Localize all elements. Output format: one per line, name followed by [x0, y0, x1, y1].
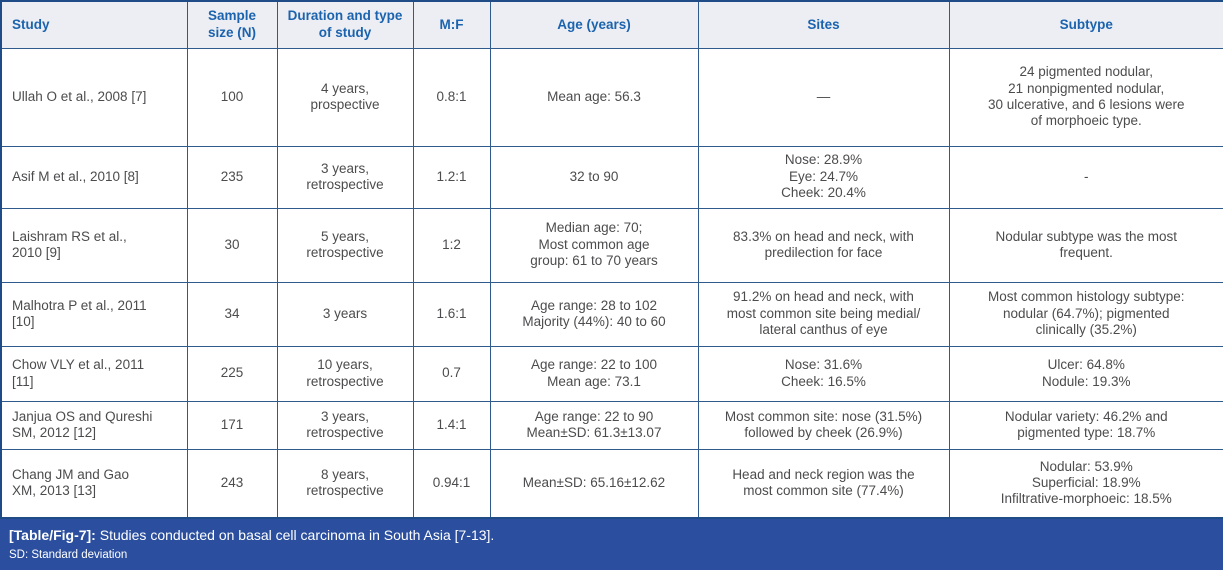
cell-mf: 0.7 — [412, 345, 491, 402]
cell-age: Mean age: 56.3 — [489, 47, 699, 147]
cell-mf: 0.8:1 — [412, 47, 491, 147]
cell-age: 32 to 90 — [489, 145, 699, 209]
cell-subtype: 24 pigmented nodular, 21 nonpigmented no… — [948, 47, 1223, 147]
cell-subtype: Ulcer: 64.8% Nodule: 19.3% — [948, 345, 1223, 402]
cell-age: Median age: 70; Most common age group: 6… — [489, 207, 699, 283]
cell-duration: 3 years, retrospective — [276, 400, 414, 450]
table-row: Asif M et al., 2010 [8] 235 3 years, ret… — [0, 145, 1223, 209]
table-caption: [Table/Fig-7]: Studies conducted on basa… — [9, 527, 1213, 545]
cell-duration: 4 years, prospective — [276, 47, 414, 147]
cell-duration: 3 years, retrospective — [276, 145, 414, 209]
cell-subtype: Nodular variety: 46.2% and pigmented typ… — [948, 400, 1223, 450]
cell-sample-size: 243 — [186, 448, 278, 519]
column-header-age: Age (years) — [489, 0, 699, 49]
cell-subtype: Nodular subtype was the most frequent. — [948, 207, 1223, 283]
cell-sample-size: 30 — [186, 207, 278, 283]
cell-sites: — — [697, 47, 950, 147]
header-row: Study Sample size (N) Duration and type … — [0, 0, 1223, 49]
cell-mf: 1.6:1 — [412, 281, 491, 347]
cell-sites: Most common site: nose (31.5%) followed … — [697, 400, 950, 450]
table-row: Chang JM and Gao XM, 2013 [13] 243 8 yea… — [0, 448, 1223, 519]
cell-study: Malhotra P et al., 2011 [10] — [0, 281, 188, 347]
cell-duration: 10 years, retrospective — [276, 345, 414, 402]
table-row: Laishram RS et al., 2010 [9] 30 5 years,… — [0, 207, 1223, 283]
column-header-mf: M:F — [412, 0, 491, 49]
cell-sites: Nose: 28.9% Eye: 24.7% Cheek: 20.4% — [697, 145, 950, 209]
cell-study: Asif M et al., 2010 [8] — [0, 145, 188, 209]
cell-mf: 1:2 — [412, 207, 491, 283]
cell-mf: 0.94:1 — [412, 448, 491, 519]
cell-sites: Nose: 31.6% Cheek: 16.5% — [697, 345, 950, 402]
cell-age: Age range: 22 to 90 Mean±SD: 61.3±13.07 — [489, 400, 699, 450]
table-row: Malhotra P et al., 2011 [10] 34 3 years … — [0, 281, 1223, 347]
cell-study: Janjua OS and Qureshi SM, 2012 [12] — [0, 400, 188, 450]
cell-duration: 8 years, retrospective — [276, 448, 414, 519]
cell-mf: 1.4:1 — [412, 400, 491, 450]
cell-sites: 91.2% on head and neck, with most common… — [697, 281, 950, 347]
column-header-sample-size: Sample size (N) — [186, 0, 278, 49]
cell-sites: Head and neck region was the most common… — [697, 448, 950, 519]
column-header-duration: Duration and type of study — [276, 0, 414, 49]
cell-study: Chang JM and Gao XM, 2013 [13] — [0, 448, 188, 519]
cell-study: Laishram RS et al., 2010 [9] — [0, 207, 188, 283]
column-header-sites: Sites — [697, 0, 950, 49]
table-row: Ullah O et al., 2008 [7] 100 4 years, pr… — [0, 47, 1223, 147]
cell-sample-size: 225 — [186, 345, 278, 402]
cell-sites: 83.3% on head and neck, with predilectio… — [697, 207, 950, 283]
column-header-subtype: Subtype — [948, 0, 1223, 49]
cell-mf: 1.2:1 — [412, 145, 491, 209]
studies-table: Study Sample size (N) Duration and type … — [0, 0, 1223, 519]
cell-sample-size: 100 — [186, 47, 278, 147]
cell-duration: 5 years, retrospective — [276, 207, 414, 283]
cell-subtype: Most common histology subtype: nodular (… — [948, 281, 1223, 347]
table-row: Chow VLY et al., 2011 [11] 225 10 years,… — [0, 345, 1223, 402]
cell-age: Age range: 28 to 102 Majority (44%): 40 … — [489, 281, 699, 347]
cell-sample-size: 171 — [186, 400, 278, 450]
cell-sample-size: 235 — [186, 145, 278, 209]
table-caption-bar: [Table/Fig-7]: Studies conducted on basa… — [0, 519, 1223, 570]
cell-age: Mean±SD: 65.16±12.62 — [489, 448, 699, 519]
cell-age: Age range: 22 to 100 Mean age: 73.1 — [489, 345, 699, 402]
caption-footnote: SD: Standard deviation — [9, 548, 128, 561]
cell-duration: 3 years — [276, 281, 414, 347]
cell-subtype: Nodular: 53.9% Superficial: 18.9% Infilt… — [948, 448, 1223, 519]
cell-study: Chow VLY et al., 2011 [11] — [0, 345, 188, 402]
cell-sample-size: 34 — [186, 281, 278, 347]
caption-text: Studies conducted on basal cell carcinom… — [99, 527, 495, 543]
column-header-study: Study — [0, 0, 188, 49]
cell-subtype: - — [948, 145, 1223, 209]
table-row: Janjua OS and Qureshi SM, 2012 [12] 171 … — [0, 400, 1223, 450]
caption-label: [Table/Fig-7]: — [9, 527, 96, 543]
cell-study: Ullah O et al., 2008 [7] — [0, 47, 188, 147]
